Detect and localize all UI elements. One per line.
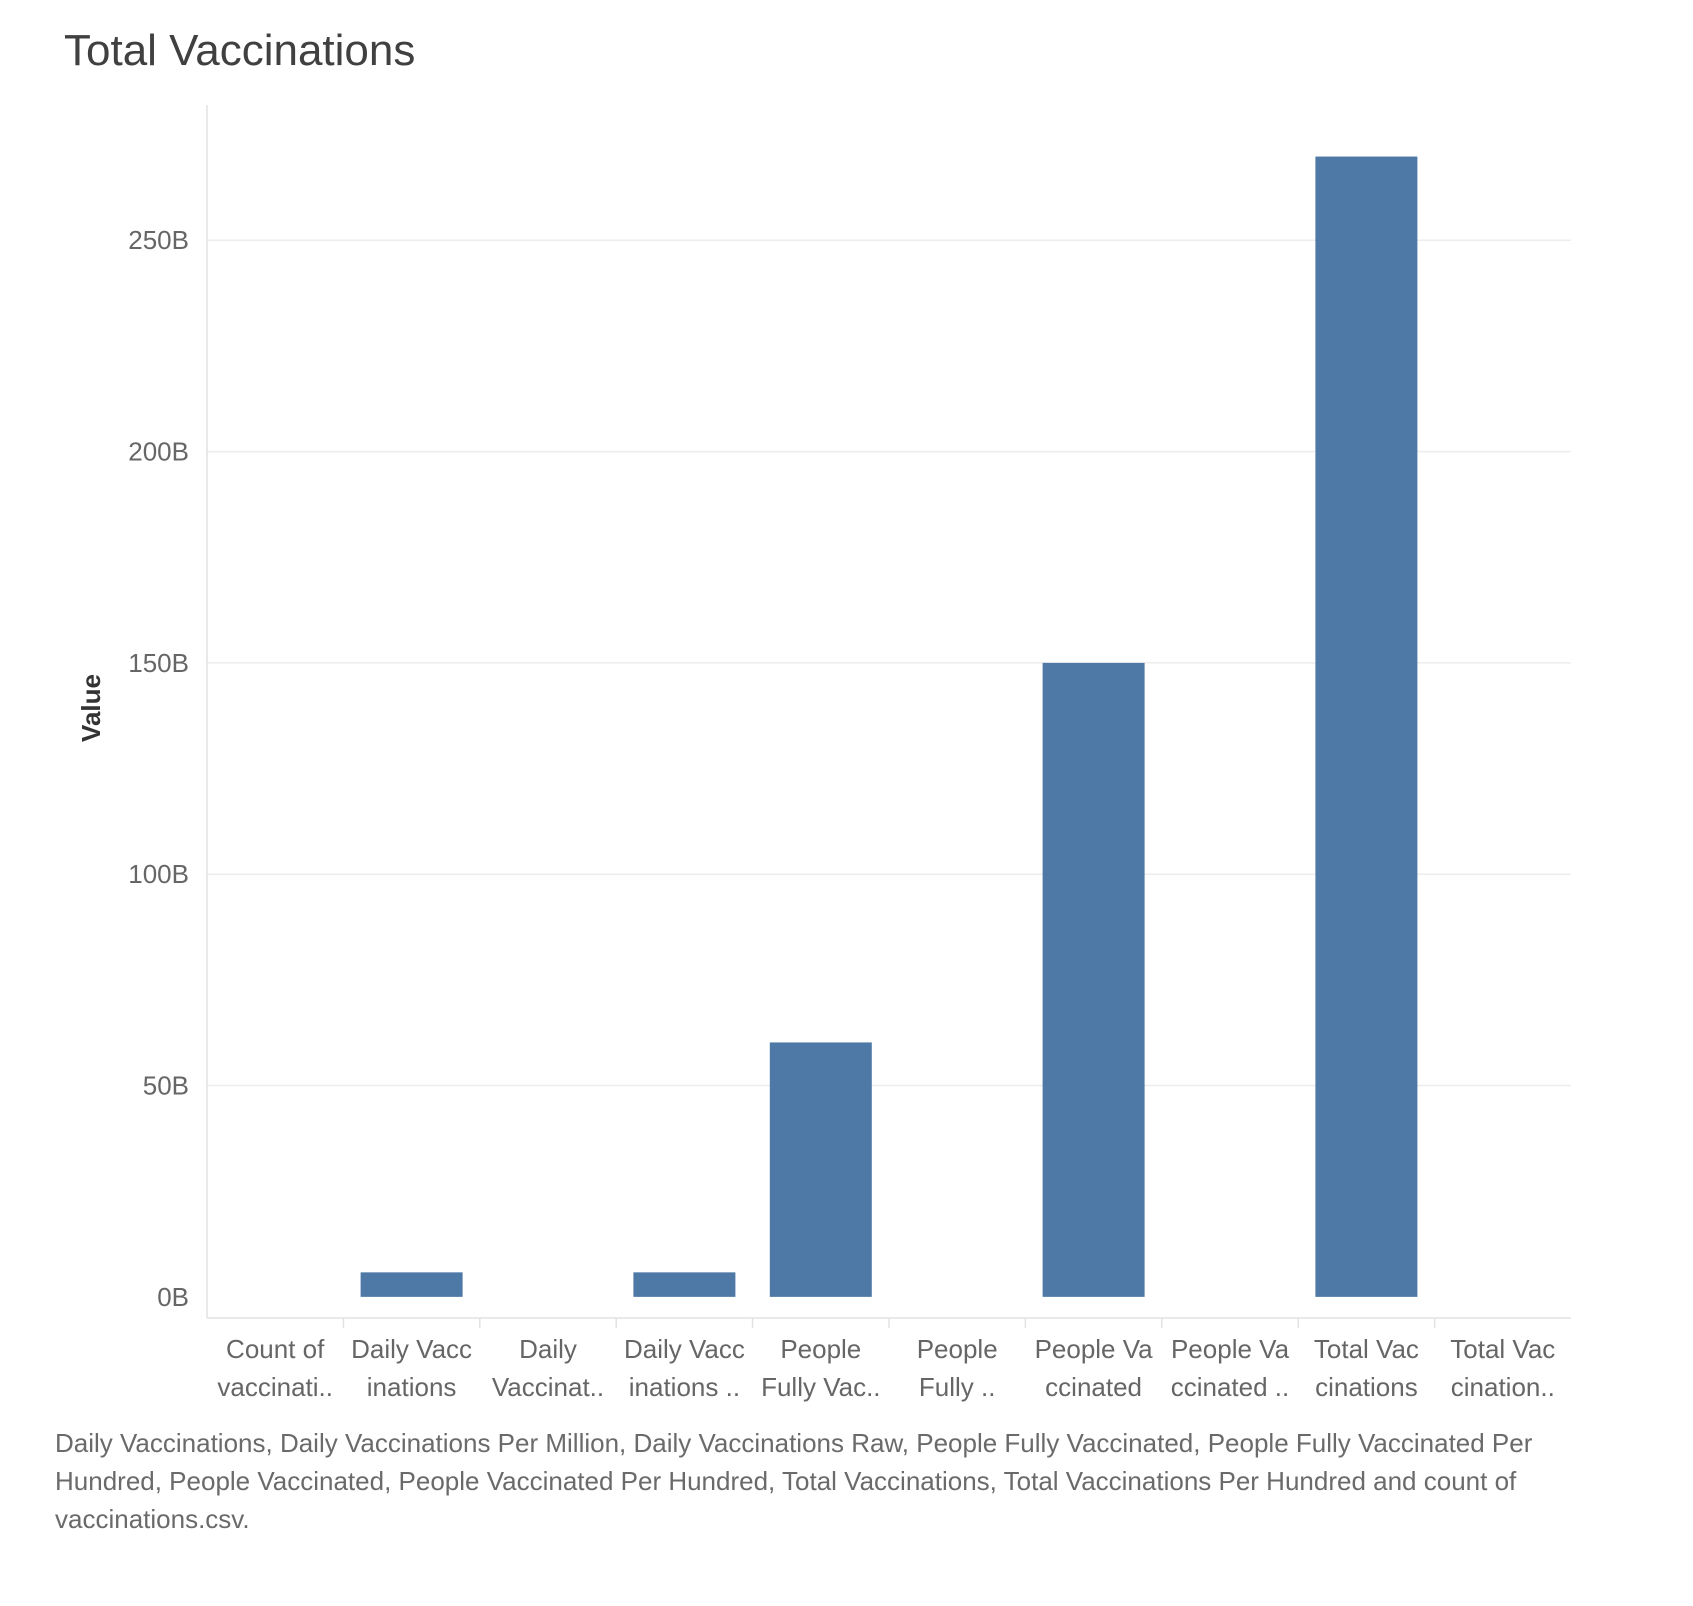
y-tick-label: 200B (128, 437, 189, 467)
y-axis: 0B 50B 100B 150B 200B 250B (128, 105, 208, 1318)
x-tick-label: Daily Vacc (624, 1334, 745, 1364)
x-tick-label: Vaccinat.. (492, 1372, 604, 1402)
x-tick-label: People Va (1035, 1334, 1154, 1364)
x-tick-label: Total Vac (1450, 1334, 1555, 1364)
x-tick-label: ccinated .. (1171, 1372, 1290, 1402)
y-tick-label: 150B (128, 648, 189, 678)
x-tick-label: Daily (519, 1334, 577, 1364)
bar[interactable] (1042, 662, 1145, 1297)
bar[interactable] (360, 1272, 463, 1297)
x-tick-labels: Count of vaccinati.. Daily Vacc inations Dai… (217, 1334, 1555, 1402)
bar-chart: 0B 50B 100B 150B 200B 250B Count of vaccinati.… (76, 105, 1571, 1402)
chart-caption: Daily Vaccinations, Daily Vaccinations P… (55, 1428, 1533, 1534)
x-axis (207, 1317, 1571, 1328)
x-tick-label: People (780, 1334, 861, 1364)
y-tick-label: 100B (128, 859, 189, 889)
bar[interactable] (769, 1042, 872, 1297)
x-tick-label: vaccinati.. (217, 1372, 333, 1402)
bar[interactable] (633, 1272, 736, 1297)
x-tick-label: Total Vac (1314, 1334, 1419, 1364)
y-tick-label: 0B (157, 1282, 189, 1312)
x-tick-label: Daily Vacc (351, 1334, 472, 1364)
x-tick-label: Fully Vac.. (761, 1372, 880, 1402)
x-tick-label: cinations (1315, 1372, 1418, 1402)
bar[interactable] (1315, 156, 1418, 1297)
y-tick-label: 250B (128, 225, 189, 255)
x-tick-label: People (917, 1334, 998, 1364)
y-axis-label: Value (76, 674, 106, 742)
x-tick-label: inations .. (629, 1372, 740, 1402)
x-tick-label: Count of (226, 1334, 325, 1364)
x-tick-label: Fully .. (919, 1372, 996, 1402)
chart-title: Total Vaccinations (64, 26, 416, 75)
x-tick-label: People Va (1171, 1334, 1290, 1364)
x-tick-label: inations (367, 1372, 457, 1402)
y-tick-label: 50B (143, 1071, 189, 1101)
x-tick-label: ccinated (1045, 1372, 1142, 1402)
x-tick-label: cination.. (1451, 1372, 1555, 1402)
bars (360, 156, 1418, 1297)
